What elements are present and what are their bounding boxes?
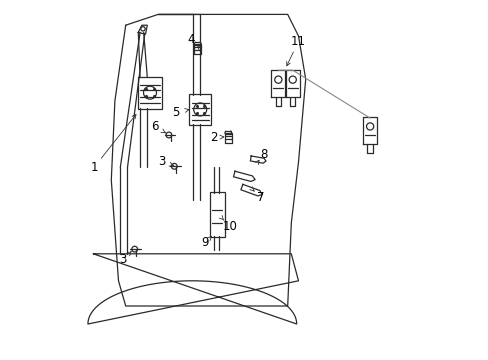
Text: 8: 8: [259, 148, 267, 161]
Text: 1: 1: [90, 161, 98, 174]
FancyBboxPatch shape: [209, 192, 224, 237]
Text: 7: 7: [256, 191, 264, 204]
Text: 3: 3: [119, 253, 126, 266]
Text: 2: 2: [210, 131, 217, 144]
Text: 11: 11: [290, 35, 305, 48]
Text: 3: 3: [158, 156, 165, 168]
Text: 10: 10: [222, 220, 237, 233]
FancyBboxPatch shape: [189, 94, 211, 125]
Text: 4: 4: [187, 33, 195, 46]
Text: 5: 5: [172, 106, 180, 119]
FancyBboxPatch shape: [137, 77, 162, 109]
Text: 6: 6: [151, 120, 159, 133]
Text: 9: 9: [201, 237, 208, 249]
